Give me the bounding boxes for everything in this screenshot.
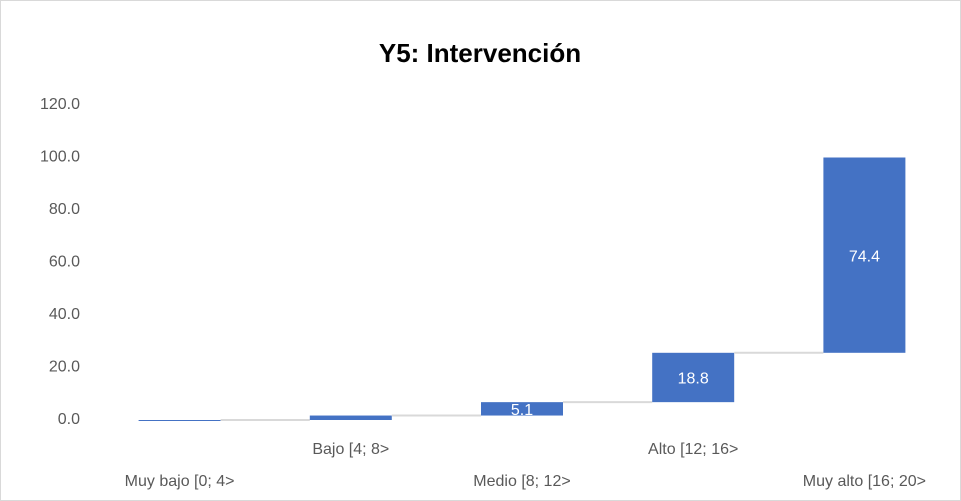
y-tick-label: 100.0 bbox=[40, 149, 80, 166]
data-label: 18.8 bbox=[678, 371, 709, 388]
y-tick-label: 20.0 bbox=[49, 359, 80, 376]
x-tick-label: Bajo [4; 8> bbox=[312, 441, 389, 458]
bar bbox=[652, 352, 735, 403]
data-label: 5.1 bbox=[511, 402, 533, 419]
bar bbox=[138, 420, 221, 421]
x-tick-label: Medio [8; 12> bbox=[473, 473, 570, 490]
chart-title: Y5: Intervención bbox=[379, 38, 581, 68]
y-tick-label: 80.0 bbox=[49, 201, 80, 218]
y-tick-label: 40.0 bbox=[49, 306, 80, 323]
y-tick-label: 0.0 bbox=[58, 411, 80, 428]
bar bbox=[823, 157, 906, 353]
bar bbox=[309, 415, 392, 420]
data-label: 74.4 bbox=[849, 248, 880, 265]
y-tick-label: 120.0 bbox=[40, 96, 80, 113]
x-tick-label: Muy alto [16; 20> bbox=[803, 473, 926, 490]
x-tick-label: Alto [12; 16> bbox=[648, 441, 738, 458]
bar bbox=[481, 402, 563, 416]
y-tick-label: 60.0 bbox=[49, 254, 80, 271]
x-tick-label: Muy bajo [0; 4> bbox=[125, 473, 235, 490]
